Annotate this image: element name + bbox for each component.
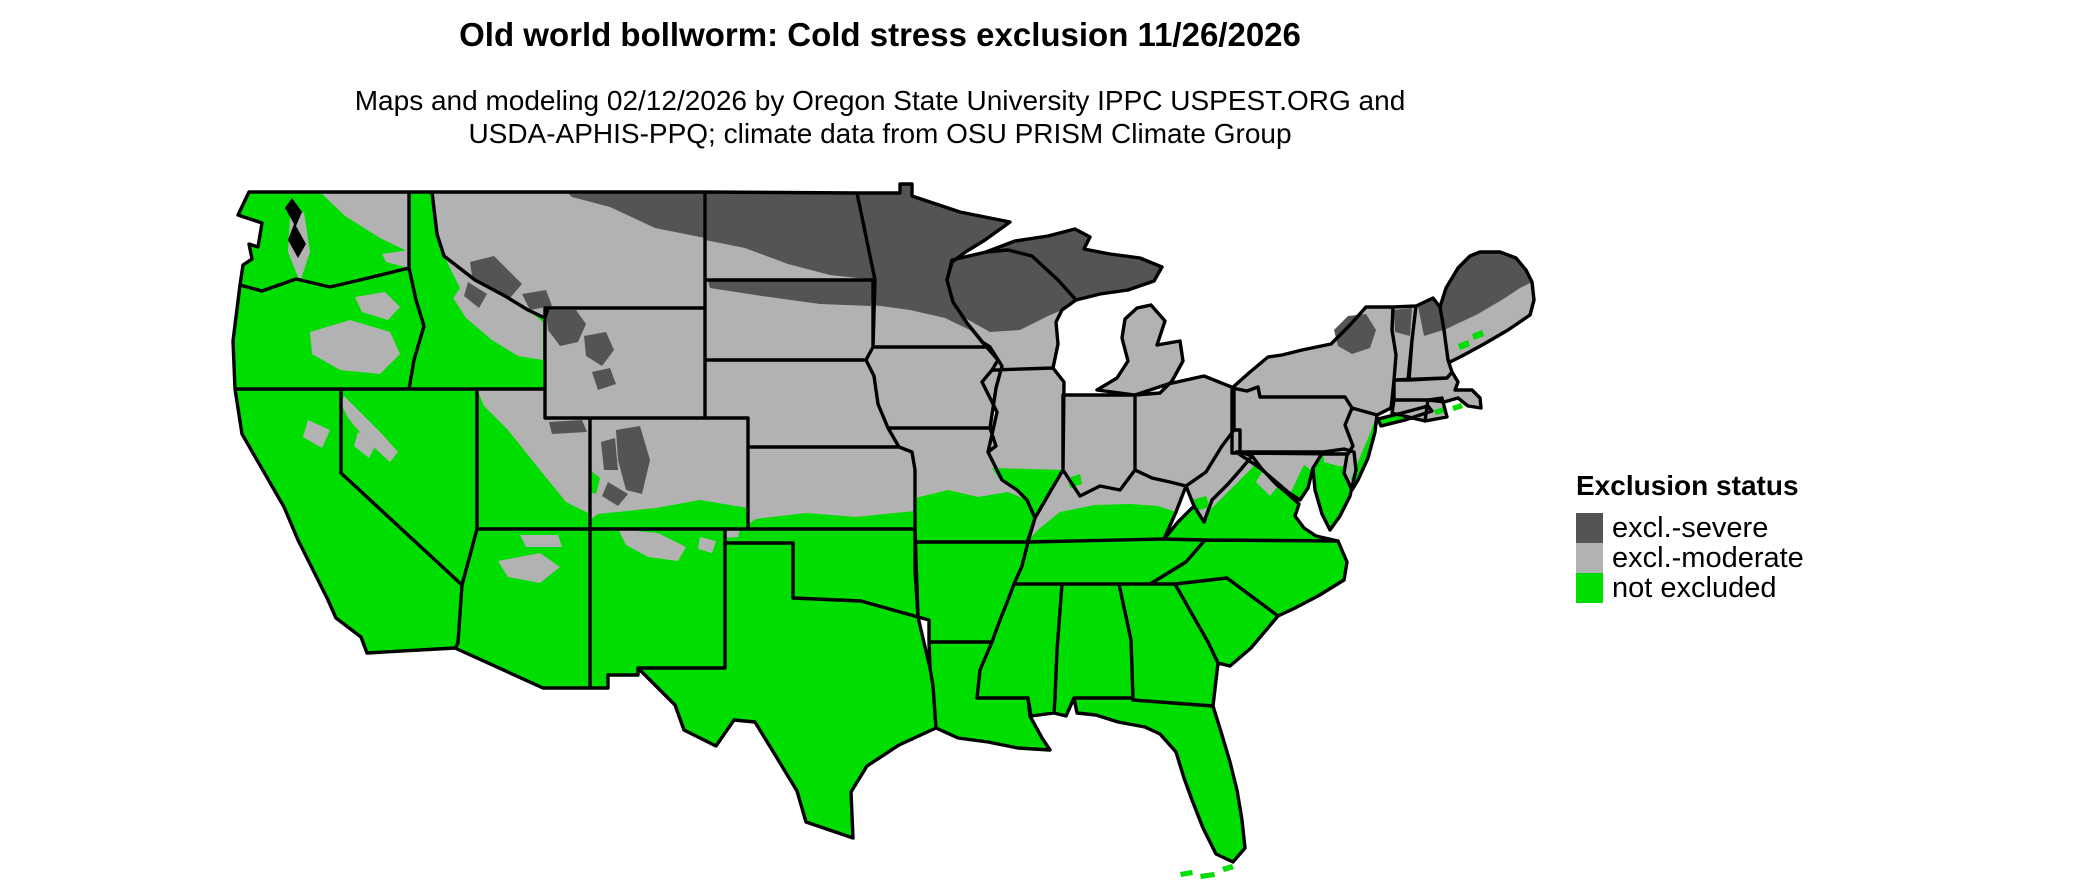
legend-swatch-severe xyxy=(1576,513,1603,543)
map-subtitle-line1: Maps and modeling 02/12/2026 by Oregon S… xyxy=(354,85,1406,116)
raster-patches-moderate xyxy=(288,192,1534,583)
legend-label-not-excluded: not excluded xyxy=(1612,571,1777,604)
legend-item-moderate: excl.-moderate xyxy=(1576,541,1956,574)
legend-swatch-moderate xyxy=(1576,543,1603,573)
map-subtitle: Maps and modeling 02/12/2026 by Oregon S… xyxy=(0,84,1760,150)
map-region-not-excluded xyxy=(233,192,1432,879)
header: Old world bollworm: Cold stress exclusio… xyxy=(0,16,1760,54)
map-title: Old world bollworm: Cold stress exclusio… xyxy=(459,16,1301,53)
map-subtitle-line2: USDA-APHIS-PPQ; climate data from OSU PR… xyxy=(468,118,1292,149)
legend-item-not-excluded: not excluded xyxy=(1576,571,1956,604)
legend-label-moderate: excl.-moderate xyxy=(1612,541,1804,574)
legend-title: Exclusion status xyxy=(1576,470,1799,501)
legend-item-severe: excl.-severe xyxy=(1576,511,1956,544)
puget-sound-inlet xyxy=(285,198,306,258)
legend: Exclusion status excl.-severe excl.-mode… xyxy=(1576,470,1956,604)
legend-label-severe: excl.-severe xyxy=(1612,511,1769,544)
legend-swatch-not-excluded xyxy=(1576,573,1603,603)
state-borders xyxy=(231,182,1536,864)
